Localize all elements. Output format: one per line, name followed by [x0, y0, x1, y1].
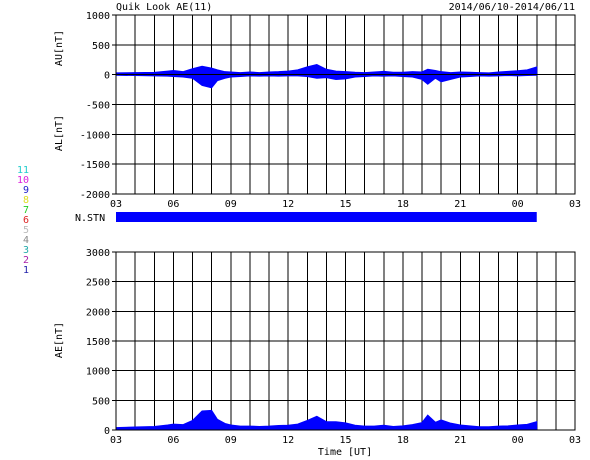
- station-legend-item: 7: [23, 205, 29, 216]
- station-legend-item: 4: [23, 235, 29, 246]
- au-al-xtick-label: 03: [569, 199, 581, 210]
- au-al-al-area: [115, 74, 538, 89]
- au-al-ytick-label: 0: [104, 71, 110, 82]
- al-axis-label: AL[nT]: [54, 115, 65, 151]
- ae-ae-area: [115, 409, 538, 431]
- station-coverage-bar: [116, 212, 537, 222]
- chart-title: Quik Look AE(11): [116, 2, 212, 13]
- ae-axis-label: AE[nT]: [54, 322, 65, 358]
- station-label: N.STN: [75, 213, 105, 224]
- station-legend-item: 2: [23, 255, 29, 266]
- au-al-xtick-label: 18: [397, 199, 409, 210]
- au-al-ytick-label: -2000: [80, 190, 110, 201]
- au-al-xtick-label: 03: [110, 199, 122, 210]
- ae-ytick-label: 1500: [86, 337, 110, 348]
- station-legend-item: 1: [23, 265, 29, 276]
- au-al-ytick-label: -500: [86, 101, 110, 112]
- x-axis-label: Time [UT]: [318, 447, 372, 458]
- au-al-ytick-label: 500: [92, 41, 110, 52]
- ae-frame: [115, 251, 576, 431]
- ae-xtick-label: 21: [454, 435, 466, 446]
- station-legend-item: 6: [23, 215, 29, 226]
- ae-xtick-label: 09: [225, 435, 237, 446]
- ae-xtick-label: 12: [282, 435, 294, 446]
- au-al-ytick-label: -1500: [80, 160, 110, 171]
- station-legend-item: 5: [23, 225, 29, 236]
- au-al-xtick-label: 15: [339, 199, 351, 210]
- au-al-ytick-label: 1000: [86, 11, 110, 22]
- station-legend-item: 3: [23, 245, 29, 256]
- au-axis-label: AU[nT]: [54, 30, 65, 66]
- ae-ytick-label: 2500: [86, 278, 110, 289]
- au-al-au-area: [115, 63, 538, 76]
- ae-xtick-label: 18: [397, 435, 409, 446]
- ae-ytick-label: 2000: [86, 307, 110, 318]
- au-al-frame: [115, 14, 576, 195]
- station-legend-item: 11: [17, 165, 29, 176]
- station-legend-item: 10: [17, 175, 29, 186]
- au-al-xtick-label: 21: [454, 199, 466, 210]
- ae-xtick-label: 03: [110, 435, 122, 446]
- station-bar: N.STN: [75, 212, 537, 224]
- ae-ytick-label: 500: [92, 396, 110, 407]
- ae-xtick-label: 03: [569, 435, 581, 446]
- ae-xtick-label: 06: [167, 435, 179, 446]
- au-al-xtick-label: 00: [512, 199, 524, 210]
- ae-xtick-label: 00: [512, 435, 524, 446]
- ae-ytick-label: 0: [104, 426, 110, 437]
- ae-xtick-label: 15: [339, 435, 351, 446]
- au-al-ytick-label: -1000: [80, 130, 110, 141]
- station-legend-item: 8: [23, 195, 29, 206]
- ae-ytick-label: 1000: [86, 367, 110, 378]
- station-legend-item: 9: [23, 185, 29, 196]
- au-al-xtick-label: 06: [167, 199, 179, 210]
- date-range: 2014/06/10-2014/06/11: [449, 2, 575, 13]
- ae-ytick-label: 3000: [86, 248, 110, 259]
- au-al-xtick-label: 09: [225, 199, 237, 210]
- au-al-xtick-label: 12: [282, 199, 294, 210]
